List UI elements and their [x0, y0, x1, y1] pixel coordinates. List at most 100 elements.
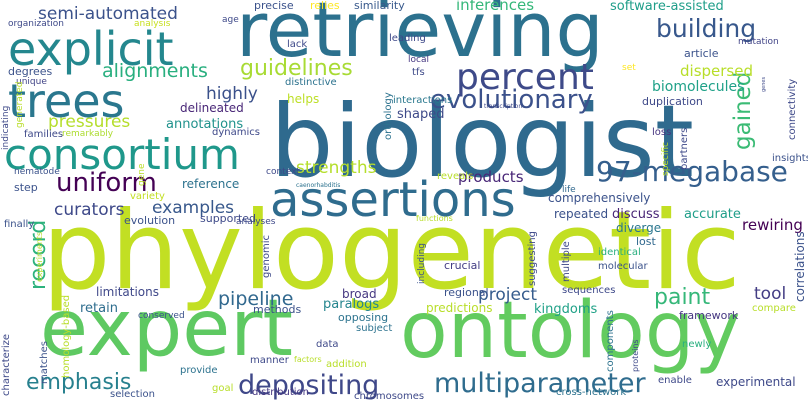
word-biologist: biologist [270, 83, 694, 200]
word-compare: compare [752, 303, 796, 314]
word-curators: curators [54, 200, 125, 220]
word-experimental: experimental [716, 375, 796, 389]
word-evolutionary: evolutionary [430, 85, 593, 115]
word-data: data [316, 339, 339, 350]
word-expert: expert [40, 284, 293, 374]
word-sequences: sequences [562, 285, 616, 296]
word-manner: manner [250, 355, 289, 366]
word-accurate: accurate [684, 207, 741, 222]
word-discuss: discuss [612, 207, 660, 222]
word-highly: highly [206, 84, 258, 104]
word-variety: variety [130, 191, 165, 202]
word-distinctive: distinctive [285, 77, 337, 88]
word-interactions: interactions [393, 95, 453, 106]
word-specific: specific [661, 141, 671, 176]
word-correlations: correlations [793, 231, 807, 302]
word-tool: tool [754, 284, 787, 304]
word-assertions: assertions [270, 172, 516, 228]
word-helps: helps [287, 92, 320, 106]
word-paralogs: paralogs [323, 297, 380, 312]
word-supported: supported [200, 212, 256, 225]
word-trees: trees [8, 74, 125, 128]
word-characterize: characterize [1, 333, 12, 396]
word-uniform: uniform [56, 168, 157, 198]
word-regional: regional [444, 286, 489, 299]
word-subject: subject [356, 323, 393, 334]
word-transcription: transcription [484, 103, 523, 110]
word-set: set [622, 63, 636, 73]
word-annotations: annotations [166, 117, 244, 132]
word-connectivity: connectivity [787, 78, 798, 140]
word-genomic: genomic [261, 235, 272, 278]
word-life: life [562, 185, 576, 195]
word-cross-network: cross-network [556, 387, 627, 398]
word-selection: selection [110, 389, 155, 400]
word-loss: loss [652, 127, 672, 138]
word-components: components [605, 310, 616, 372]
word-caenorhabditis: caenorhabditis [296, 182, 341, 189]
word-limitations: limitations [96, 285, 159, 299]
word-opposing: opposing [338, 311, 389, 324]
word-reveals: reveals [437, 171, 474, 182]
word-explicit: explicit [8, 22, 174, 76]
word-mutation: mutation [738, 37, 779, 47]
word-lack: lack [287, 39, 308, 50]
word-lost: lost [636, 235, 656, 248]
word-nematode: nematode [14, 167, 60, 177]
word-indicating: indicating [1, 105, 11, 150]
word-distribution: distribution [252, 387, 309, 398]
word-proteins: proteins [631, 339, 640, 372]
word-semi-automated: semi-automated [38, 4, 178, 24]
word-framework: framework [679, 309, 739, 322]
word-duplication: duplication [642, 95, 703, 108]
word-chromosomes: chromosomes [354, 391, 425, 402]
word-finally: finally [4, 219, 35, 230]
word-goal: goal [212, 383, 234, 394]
word-homology-based: homology-based [61, 294, 72, 378]
word-dynamics: dynamics [212, 127, 260, 138]
word-pipeline: pipeline [218, 288, 294, 310]
word-gene: gene [137, 163, 147, 187]
word-ontology: ontology [400, 286, 741, 376]
word-including: including [417, 243, 427, 284]
word-tfs: tfs [412, 67, 425, 78]
word-orthology: orthology [383, 92, 394, 140]
word-project: project [478, 285, 538, 305]
word-shaped: shaped [397, 107, 445, 122]
word-multiple: multiple [561, 241, 572, 282]
word-provide: provide [180, 365, 218, 376]
word-building: building [656, 14, 757, 43]
word-emphasis: emphasis [26, 370, 132, 395]
word-methods: methods [253, 303, 302, 316]
word-software-assisted: software-assisted [610, 0, 724, 14]
word-retain: retain [80, 301, 118, 316]
word-relies: relies [310, 0, 340, 12]
word-percent: percent [456, 57, 594, 98]
word-genes: genes [761, 76, 767, 92]
word-partners: partners [679, 127, 690, 170]
word-retrieving: retrieving [236, 0, 604, 74]
word-crucial: crucial [444, 259, 481, 272]
word-analyses: analyses [236, 217, 276, 227]
word-insights: insights [772, 153, 808, 164]
word-paint: paint [654, 285, 711, 310]
word-depositing: depositing [238, 370, 380, 401]
word-guidelines: guidelines [240, 56, 353, 81]
word-addition: addition [326, 359, 367, 370]
word-dispersed: dispersed [680, 62, 753, 80]
word-multiparameter: multiparameter [434, 368, 646, 399]
word-unique: unique [16, 77, 47, 87]
word-evolution: evolution [124, 214, 176, 227]
word-comprehensively: comprehensively [548, 191, 651, 205]
word-rewiring: rewiring [742, 216, 803, 234]
word-factors: factors [294, 355, 322, 364]
word-reference: reference [182, 177, 240, 191]
word-molecular: molecular [598, 261, 648, 272]
word-degrees: degrees [8, 65, 53, 78]
word-products: products [458, 168, 524, 186]
word-analysis: analysis [134, 19, 171, 29]
word-newly: newly [682, 339, 712, 350]
word-repeated: repeated [554, 207, 609, 221]
word-examples: examples [152, 198, 235, 218]
